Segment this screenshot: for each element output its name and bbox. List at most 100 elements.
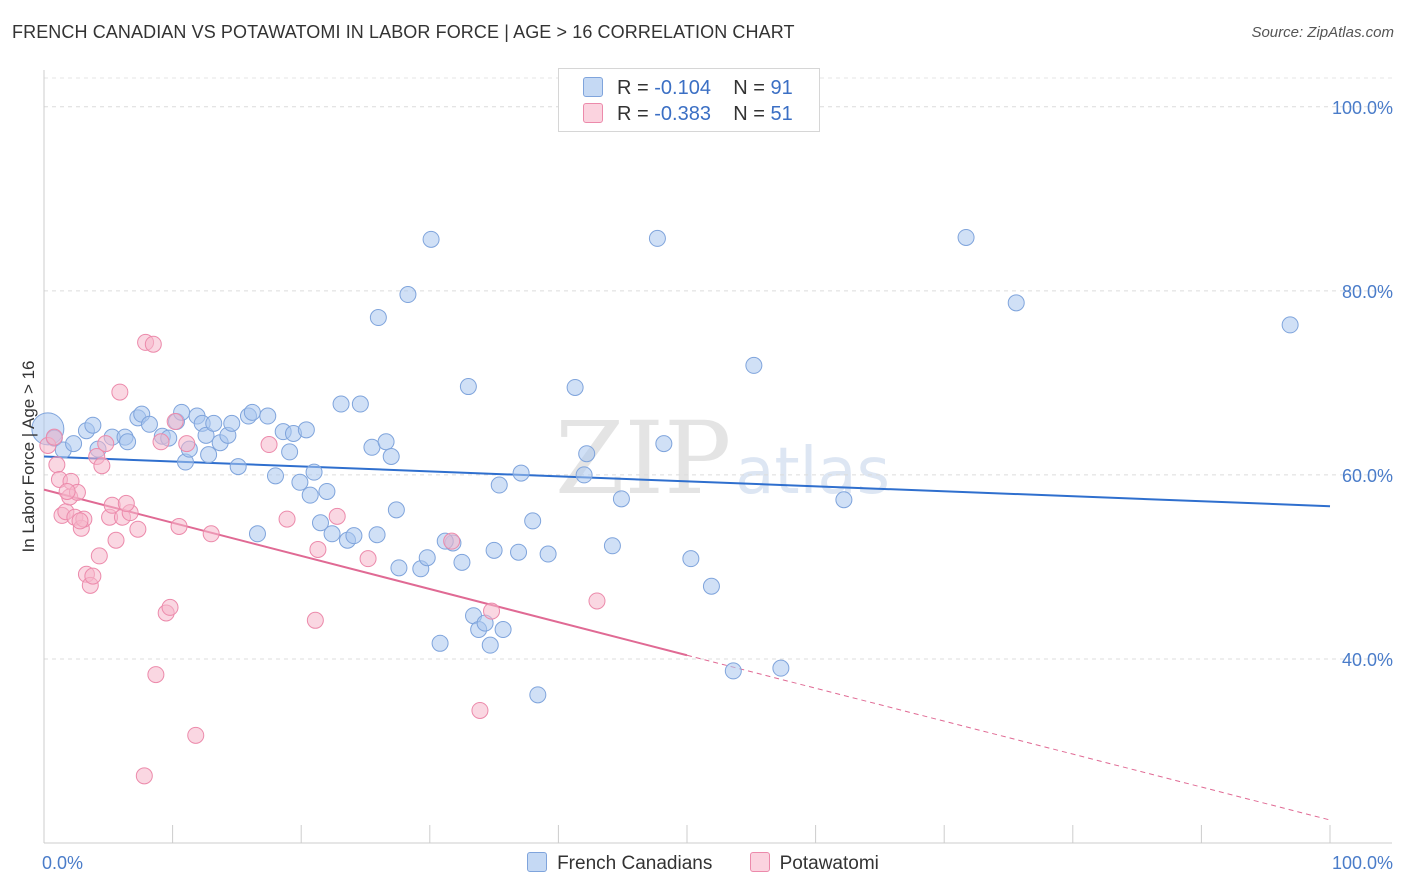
legend-r-label: R = (617, 103, 655, 125)
french-canadians-point (418, 549, 436, 567)
french-canadians-point (311, 514, 329, 532)
french-canadians-point (648, 229, 666, 247)
french-canadians-point (772, 659, 790, 677)
french-canadians-point (229, 458, 247, 476)
potawatomi-point (202, 525, 220, 543)
french-canadians-point (318, 482, 336, 500)
potawatomi-point (588, 592, 606, 610)
potawatomi-point (84, 567, 102, 585)
source-label: Source: ZipAtlas.com (1251, 24, 1394, 41)
french-canadians-point (332, 395, 350, 413)
legend-r-value: -0.383 (654, 103, 711, 125)
french-canadians-point (575, 466, 593, 484)
potawatomi-point (71, 512, 89, 530)
series-swatch-blue (527, 852, 548, 872)
potawatomi-point (306, 611, 324, 629)
potawatomi-point (144, 335, 162, 353)
french-canadians-point (422, 230, 440, 248)
french-canadians-point (119, 433, 137, 451)
french-canadians-point (281, 443, 299, 461)
french-canadians-point (724, 662, 742, 680)
french-canadians-point (377, 433, 395, 451)
french-canadians-point (529, 686, 547, 704)
legend-r-value: -0.104 (654, 77, 711, 99)
potawatomi-point (260, 436, 278, 454)
french-canadians-trend-line (43, 455, 1331, 508)
potawatomi-point (187, 726, 205, 744)
potawatomi-point (178, 435, 196, 453)
potawatomi-trend-line (43, 488, 688, 657)
french-canadians-point (345, 527, 363, 545)
potawatomi-point (58, 482, 76, 500)
series-label: French Canadians (557, 853, 713, 874)
french-canadians-point (399, 286, 417, 304)
french-canadians-point (84, 416, 102, 434)
trend-lines (43, 455, 1331, 821)
french-canadians-point (200, 446, 218, 464)
french-canadians-point (702, 577, 720, 595)
legend-n-value: 51 (770, 103, 793, 125)
legend-row-french-canadians: R = -0.104 N = 91 (583, 77, 793, 101)
french-canadians-point (431, 634, 449, 652)
french-canadians-point (957, 228, 975, 246)
french-canadians-point (490, 476, 508, 494)
french-canadians-point (297, 421, 315, 439)
potawatomi-point (359, 550, 377, 568)
french-canadians-point (485, 541, 503, 559)
potawatomi-point (309, 540, 327, 558)
french-canadians-point (566, 378, 584, 396)
potawatomi-point (152, 433, 170, 451)
french-canadians-point (603, 537, 621, 555)
legend-n-value: 91 (770, 77, 793, 99)
french-canadians-point (266, 467, 284, 485)
legend-swatch-pink (583, 103, 603, 123)
potawatomi-point (117, 494, 135, 512)
legend-r-label: R = (617, 77, 655, 99)
data-points (31, 228, 1299, 785)
french-canadians-point (453, 553, 471, 571)
french-canadians-point (387, 501, 405, 519)
french-canadians-point (1281, 316, 1299, 334)
series-label: Potawatomi (779, 853, 879, 874)
potawatomi-point (90, 547, 108, 565)
potawatomi-point (48, 456, 66, 474)
watermark-atlas: atlas (735, 435, 890, 509)
french-canadians-point (351, 395, 369, 413)
french-canadians-point (301, 486, 319, 504)
potawatomi-point (161, 598, 179, 616)
french-canadians-point (539, 545, 557, 563)
potawatomi-point (443, 532, 461, 550)
axes (43, 70, 1392, 844)
potawatomi-point (483, 602, 501, 620)
stats-legend: R = -0.104 N = 91 R = -0.383 N = 51 (558, 68, 820, 132)
french-canadians-point (259, 407, 277, 425)
potawatomi-point (170, 517, 188, 535)
potawatomi-point (328, 507, 346, 525)
y-tick-label: 60.0% (1342, 466, 1393, 486)
french-canadians-point (481, 636, 499, 654)
french-canadians-point (655, 435, 673, 453)
potawatomi-point (107, 531, 125, 549)
legend-n-label: N = (733, 77, 771, 99)
french-canadians-point (512, 464, 530, 482)
french-canadians-point (65, 435, 83, 453)
french-canadians-point (248, 525, 266, 543)
french-canadians-point (745, 356, 763, 374)
potawatomi-point (166, 413, 184, 431)
potawatomi-point (97, 435, 115, 453)
french-canadians-point (369, 309, 387, 327)
y-tick-label: 100.0% (1332, 98, 1393, 118)
french-canadians-point (390, 559, 408, 577)
series-swatch-pink (749, 852, 770, 872)
french-canadians-point (612, 490, 630, 508)
french-canadians-point (835, 491, 853, 509)
french-canadians-point (368, 526, 386, 544)
french-canadians-point (510, 543, 528, 561)
series-legend-potawatomi: Potawatomi (749, 852, 879, 875)
french-canadians-point (291, 473, 309, 491)
french-canadians-point (459, 378, 477, 396)
legend-swatch-blue (583, 77, 603, 97)
potawatomi-point (93, 457, 111, 475)
legend-n-label: N = (733, 103, 771, 125)
